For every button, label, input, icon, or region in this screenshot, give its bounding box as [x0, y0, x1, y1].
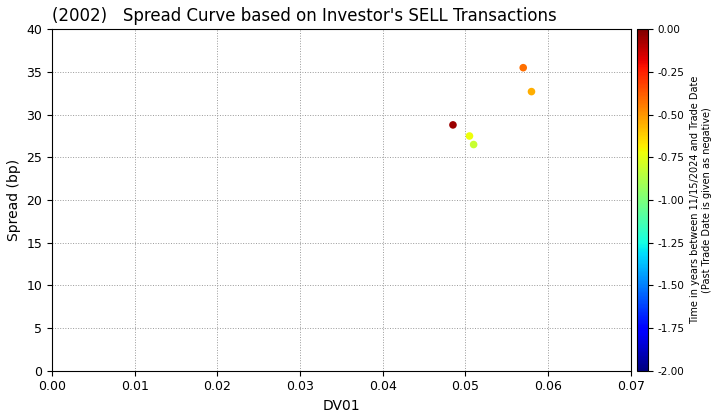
Point: [526, 88, 537, 95]
Text: (2002)   Spread Curve based on Investor's SELL Transactions: (2002) Spread Curve based on Investor's …: [52, 7, 557, 25]
Point: [468, 141, 480, 148]
Point: [518, 64, 529, 71]
Y-axis label: Spread (bp): Spread (bp): [7, 159, 21, 241]
Y-axis label: Time in years between 11/15/2024 and Trade Date
(Past Trade Date is given as neg: Time in years between 11/15/2024 and Tra…: [690, 76, 712, 324]
Point: [464, 133, 475, 139]
X-axis label: DV01: DV01: [323, 399, 360, 413]
Point: [447, 121, 459, 128]
